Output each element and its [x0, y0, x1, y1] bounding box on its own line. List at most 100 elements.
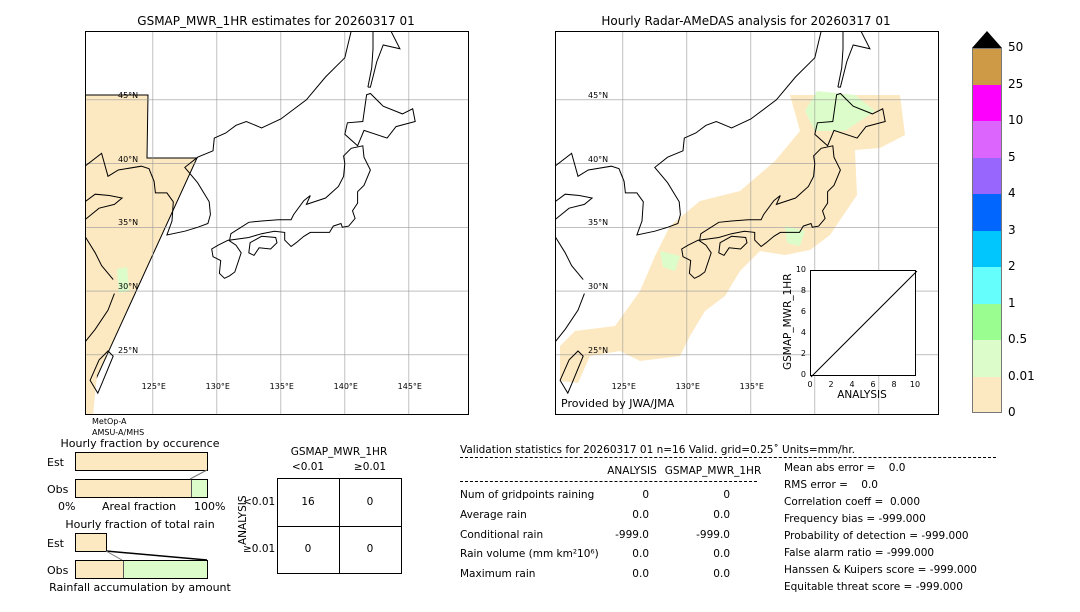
colorbar-tick-label: 50: [1008, 40, 1024, 54]
longitude-label: 140°E: [333, 382, 358, 391]
latitude-label: 40°N: [588, 154, 609, 164]
colorbar-segment: [972, 267, 1002, 304]
colorbar-segment: [972, 303, 1002, 340]
right-map-title: Hourly Radar-AMeDAS analysis for 2026031…: [601, 14, 891, 28]
cell-hit: 0: [366, 543, 374, 555]
colorbar-tick-label: 0: [1008, 405, 1016, 419]
colorbar-tick-label: 0.01: [1008, 368, 1035, 383]
axis-0pct: 0%: [58, 500, 76, 513]
coastline: [228, 145, 371, 248]
colorbar-segment: [972, 376, 1002, 413]
colorbar-extend-arrow: [972, 31, 1002, 48]
longitude-label: 125°E: [141, 382, 166, 391]
rain-area: [660, 251, 680, 271]
sensor-label: MetOp-A: [92, 417, 127, 426]
inset-ytick: 0: [800, 370, 806, 379]
inset-ylabel: GSMAP_MWR_1HR: [782, 273, 794, 370]
coastline: [718, 235, 748, 257]
inset-ytick: 6: [800, 307, 806, 316]
longitude-label: 145°E: [397, 382, 422, 391]
stats-analysis-value: 0.0: [632, 568, 649, 580]
score-line: Equitable threat score = -999.000: [784, 581, 963, 593]
score-line: Probability of detection = -999.000: [784, 530, 969, 542]
obs-label: Obs: [47, 483, 69, 496]
coastline: [814, 92, 886, 147]
coastline: [367, 32, 401, 88]
total-rain-xlabel: Rainfall accumulation by amount: [49, 581, 231, 594]
est-occurrence-bar: [75, 452, 208, 471]
obs-occurrence-bar: [75, 479, 208, 498]
colorbar-tick-label: 10: [1008, 113, 1024, 127]
contingency-col-title: GSMAP_MWR_1HR: [290, 446, 388, 458]
rain-area: [86, 376, 97, 414]
inset-ytick: 2: [800, 349, 806, 358]
inset-xtick: 10: [909, 380, 921, 389]
latitude-label: 30°N: [588, 282, 609, 292]
score-line: RMS error = 0.0: [784, 479, 878, 491]
latitude-label: 30°N: [118, 282, 139, 292]
obs-label: Obs: [47, 564, 69, 577]
stats-estimate-value: 0: [723, 489, 730, 501]
contingency-row-title: ANALYSIS: [237, 495, 249, 545]
score-line: Mean abs error = 0.0: [784, 462, 906, 474]
cell-hits-none: 16: [301, 496, 315, 508]
stats-row-label: Average rain: [460, 509, 527, 521]
latitude-label: 25°N: [588, 345, 609, 355]
colorbar-outline: [972, 48, 1002, 413]
stats-estimate-value: 0.0: [713, 568, 730, 580]
row-label: ≥0.01: [243, 543, 276, 555]
stats-estimate-value: -999.0: [696, 529, 730, 541]
colorbar-tick-label: 4: [1008, 186, 1016, 200]
score-line: Frequency bias = -999.000: [784, 513, 926, 525]
left-map: 45°N 40°N 35°N 30°N 25°N 125°E 130°E 135°E 140°E…: [85, 31, 469, 415]
longitude-label: 130°E: [675, 382, 700, 391]
coastline: [556, 32, 822, 342]
inset-xlabel: ANALYSIS: [837, 389, 887, 401]
inset-xtick: 0: [807, 380, 813, 389]
stats-col-header: ANALYSIS: [607, 465, 657, 477]
rain-area: [805, 91, 875, 131]
coastline: [211, 239, 242, 279]
colorbar-segment: [972, 230, 1002, 267]
cell-miss: 0: [304, 543, 312, 555]
latitude-label: 45°N: [588, 90, 609, 100]
col-label: ≥0.01: [353, 461, 387, 473]
stats-col-header: GSMAP_MWR_1HR: [664, 465, 762, 477]
colorbar-tick-label: 0.5: [1008, 332, 1028, 346]
coastline: [344, 92, 416, 147]
diagonal-line: [810, 270, 918, 378]
colorbar-segment: [972, 157, 1002, 194]
est-rain-bar: [75, 533, 107, 552]
latitude-label: 25°N: [118, 345, 139, 355]
coastline: [681, 239, 712, 279]
right-map: 45°N 40°N 35°N 30°N 25°N 125°E 130°E 135°E: [555, 31, 939, 415]
longitude-label: 130°E: [205, 382, 230, 391]
score-line: False alarm ratio = -999.000: [784, 547, 935, 559]
stats-estimate-value: 0.0: [713, 548, 730, 560]
colorbar-segment: [972, 121, 1002, 158]
rain-area: [560, 95, 905, 383]
col-label: <0.01: [291, 461, 325, 473]
inset-ytick: 8: [800, 286, 806, 295]
stats-estimate-value: 0.0: [713, 509, 730, 521]
score-line: Hanssen & Kuipers score = -999.000: [784, 564, 977, 576]
inset-xtick: 6: [870, 380, 876, 389]
latitude-label: 35°N: [118, 218, 139, 228]
longitude-label: 125°E: [611, 382, 636, 391]
map-canvas: [556, 32, 938, 414]
map-canvas: [86, 32, 468, 414]
colorbar-tick-label: 1: [1008, 295, 1016, 310]
stats-row-label: Rain volume (mm km²10⁶): [460, 548, 599, 560]
sensor-label-2: AMSU-A/MHS: [92, 428, 145, 437]
inset-scatter-plot: [810, 270, 918, 378]
axis-areal-fraction: Areal fraction: [102, 500, 177, 513]
stats-analysis-value: 0.0: [632, 509, 649, 521]
stats-row-label: Maximum rain: [460, 568, 536, 580]
inset-xtick: 2: [828, 380, 834, 389]
stats-analysis-value: 0.0: [632, 548, 649, 560]
coastline: [89, 350, 114, 395]
inset-xtick: 4: [849, 380, 855, 389]
stats-analysis-value: -999.0: [615, 529, 649, 541]
data-credit: Provided by JWA/JMA: [561, 397, 675, 410]
colorbar-segment: [972, 48, 1002, 85]
